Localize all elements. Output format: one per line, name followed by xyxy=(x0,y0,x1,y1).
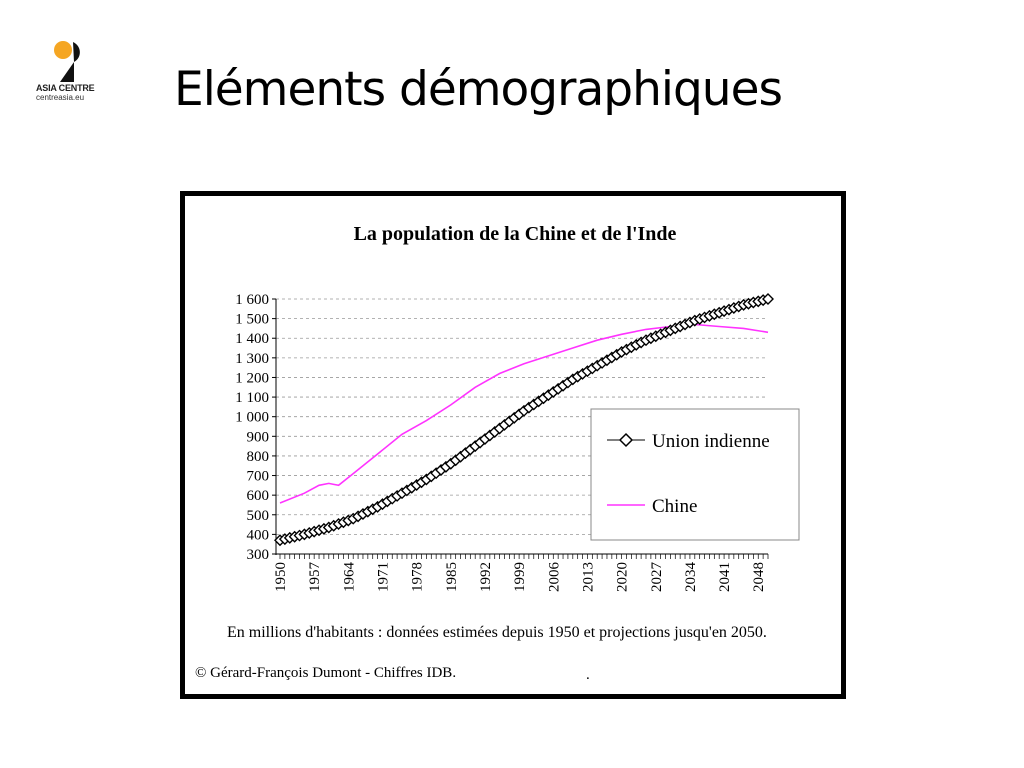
india-point-marker xyxy=(762,293,774,305)
legend-india-marker xyxy=(618,432,634,448)
y-tick-label: 300 xyxy=(247,547,270,563)
chart-units-note: En millions d'habitants : données estimé… xyxy=(227,624,767,641)
legend-india-label: Union indienne xyxy=(652,431,770,452)
y-tick-label: 800 xyxy=(247,449,270,465)
legend-box xyxy=(590,408,800,541)
x-tick-label: 1971 xyxy=(375,562,391,592)
x-tick-label: 2020 xyxy=(615,562,631,592)
y-tick-label: 900 xyxy=(247,429,270,445)
x-tick-label: 1950 xyxy=(273,562,289,592)
stray-mark: . xyxy=(586,667,590,683)
chart-frame: La population de la Chine et de l'Inde 3… xyxy=(180,191,846,699)
asia-centre-logo xyxy=(54,41,80,82)
series-layer xyxy=(274,293,774,547)
x-tick-label: 2027 xyxy=(649,562,665,593)
x-tick-label: 1978 xyxy=(410,562,426,592)
x-axis-minor-ticks xyxy=(279,554,769,559)
population-chart: La population de la Chine et de l'Inde 3… xyxy=(195,223,800,683)
y-tick-label: 400 xyxy=(247,527,270,543)
y-tick-label: 1 600 xyxy=(235,292,269,308)
chart-copyright: © Gérard-François Dumont - Chiffres IDB. xyxy=(195,665,456,681)
y-tick-label: 1 100 xyxy=(235,390,269,406)
x-tick-label: 1999 xyxy=(512,562,528,592)
logo-name: ASIA CENTRE xyxy=(36,83,95,93)
x-axis-tick-labels: 1950 1957 1964 1971 1978 1985 1992 1999 2006 2013… xyxy=(273,562,767,593)
x-tick-label: 2013 xyxy=(580,562,596,592)
logo-hook-shape xyxy=(60,42,80,82)
x-tick-label: 2048 xyxy=(751,562,767,592)
y-tick-label: 1 300 xyxy=(235,351,269,367)
legend: Union indienne Chine xyxy=(590,408,800,541)
y-tick-label: 1 200 xyxy=(235,370,269,386)
y-tick-label: 700 xyxy=(247,469,270,485)
x-tick-label: 1957 xyxy=(307,562,323,593)
y-tick-label: 600 xyxy=(247,488,270,504)
y-tick-label: 1 400 xyxy=(235,331,269,347)
x-tick-label: 1985 xyxy=(444,562,460,592)
x-tick-label: 1992 xyxy=(478,562,494,592)
x-tick-label: 1964 xyxy=(341,562,357,593)
x-tick-label: 2034 xyxy=(683,562,699,593)
chart-title: La population de la Chine et de l'Inde xyxy=(354,223,677,245)
logo-url: centreasia.eu xyxy=(36,93,85,102)
x-tick-label: 2006 xyxy=(546,562,562,593)
y-tick-label: 1 500 xyxy=(235,312,269,328)
legend-china-label: Chine xyxy=(652,496,697,517)
y-tick-label: 500 xyxy=(247,508,270,524)
y-axis-tick-labels: 300 400 500 600 700 800 900 1 000 1 100 1 200 1 30… xyxy=(235,292,269,563)
logo-orange-circle xyxy=(54,41,72,59)
slide-title: Eléments démographiques xyxy=(174,62,783,117)
x-tick-label: 2041 xyxy=(717,562,733,592)
y-tick-label: 1 000 xyxy=(235,410,269,426)
